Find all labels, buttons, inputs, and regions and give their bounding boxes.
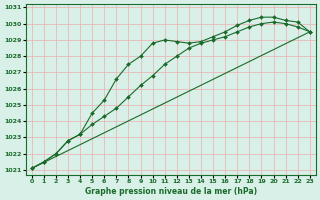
X-axis label: Graphe pression niveau de la mer (hPa): Graphe pression niveau de la mer (hPa) xyxy=(85,187,257,196)
